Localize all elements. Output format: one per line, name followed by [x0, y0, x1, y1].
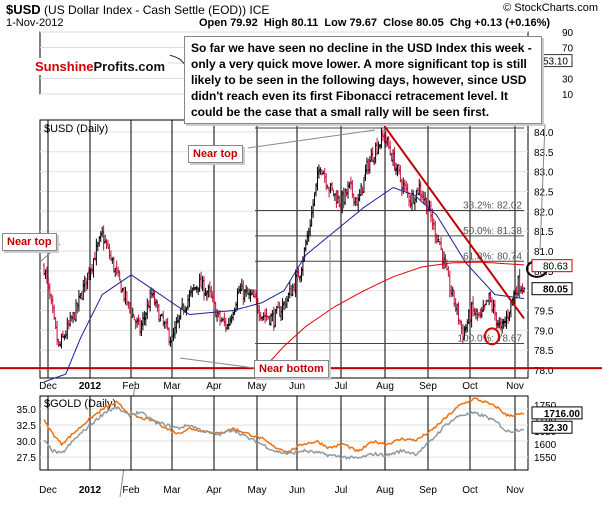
source-credit: © StockCharts.com — [503, 2, 598, 14]
rsi-tick-label: 70 — [562, 44, 574, 55]
price-tick-label: 81.0 — [534, 247, 554, 258]
ma200-line — [261, 261, 525, 371]
gold-month-label: May — [248, 485, 267, 496]
ohlc-readout: Open 79.92 High 80.11 Low 79.67 Close 80… — [199, 17, 551, 29]
price-tick-label: 78.5 — [534, 346, 554, 357]
rsi-tick-label: 90 — [562, 28, 574, 39]
gold-month-label: Sep — [419, 485, 437, 496]
gold-month-label: 2012 — [79, 485, 102, 496]
gold-right-tick-label: 1700 — [534, 414, 557, 425]
price-tag-box — [531, 259, 573, 273]
price-tag: 80.05 — [543, 285, 568, 296]
main-panel-title: $USD (Daily) — [44, 123, 108, 135]
annotation-pointer — [539, 123, 546, 251]
gold-left-tick-label: 35.0 — [17, 405, 37, 416]
price-tick-label: 81.5 — [534, 227, 554, 238]
gold-month-label: Jul — [335, 485, 348, 496]
silver-value-tag-box — [531, 420, 573, 434]
gold-panel-title: $GOLD (Daily) — [44, 398, 116, 410]
rsi-tick-label: 10 — [562, 90, 574, 101]
gold-month-label: Mar — [163, 485, 181, 496]
month-label: Nov — [506, 381, 524, 392]
month-label: Feb — [122, 381, 140, 392]
month-label: Apr — [206, 381, 222, 392]
gold-value-tag-box — [531, 406, 583, 420]
price-tick-label: 82.5 — [534, 187, 554, 198]
price-tag: 80.63 — [543, 262, 568, 273]
price-tick-label: 84.0 — [534, 128, 554, 139]
rsi-tick-label: 30 — [562, 75, 574, 86]
gold-month-label: Dec — [39, 485, 57, 496]
gold-month-label: Aug — [376, 485, 394, 496]
month-label: Aug — [376, 381, 394, 392]
price-tick-label: 79.0 — [534, 326, 554, 337]
gold-month-label: Feb — [122, 485, 140, 496]
gold-left-tick-label: 30.0 — [17, 437, 37, 448]
month-label: Jul — [335, 381, 348, 392]
near-bottom-pointer — [179, 357, 255, 369]
month-label: Sep — [419, 381, 437, 392]
price-tick-label: 82.0 — [534, 207, 554, 218]
gold-month-label: Apr — [206, 485, 222, 496]
gold-month-label: Jun — [289, 485, 305, 496]
gold-left-tick-label: 32.5 — [17, 421, 37, 432]
price-tick-label: 78.0 — [534, 366, 554, 377]
gold-left-tick-label: 27.5 — [17, 453, 37, 464]
price-tick-label: 83.0 — [534, 168, 554, 179]
gold-panel-frame — [39, 395, 529, 471]
chart-title: $USD (US Dollar Index - Cash Settle (EOD… — [6, 2, 270, 17]
gold-series-line — [43, 397, 525, 453]
month-label: 2012 — [79, 381, 102, 392]
gold-month-label: Nov — [506, 485, 524, 496]
gold-right-tick-label: 1550 — [534, 453, 557, 464]
main-panel-frame — [39, 119, 529, 379]
analysis-annotation: So far we have seen no decline in the US… — [184, 36, 542, 124]
price-bars — [42, 127, 526, 349]
near-top-pointer — [247, 129, 376, 149]
fib-level-label: 61.8%: 80.74 — [463, 251, 522, 262]
silver-series-line — [43, 405, 525, 460]
fib-level-label: 50.0%: 81.38 — [463, 226, 522, 237]
near-top-left-pointer — [39, 243, 61, 263]
silver-value-tag: 32.30 — [543, 423, 568, 434]
price-tick-label: 79.5 — [534, 307, 554, 318]
bottom-highlight-ellipse — [484, 327, 500, 346]
fib-level-label: 38.2%: 82.02 — [463, 200, 522, 211]
near-bottom-label: Near bottom — [254, 360, 329, 378]
chart-date: 1-Nov-2012 — [6, 17, 64, 29]
gold-value-tag: 1716.00 — [544, 409, 581, 420]
fib-level-label: 100.0%: 78.67 — [458, 333, 523, 344]
gold-right-tick-label: 1600 — [534, 440, 557, 451]
month-label: Mar — [163, 381, 181, 392]
rsi-value-tag: 53.10 — [543, 57, 568, 68]
gold-month-label: Oct — [462, 485, 478, 496]
near-top-label-left: Near top — [2, 233, 57, 251]
month-label: Dec — [39, 381, 57, 392]
sunshine-profits-logo: SunshineProfits.com — [33, 58, 168, 75]
downtrend-line — [383, 125, 525, 320]
month-label: Jun — [289, 381, 305, 392]
ma50-line — [43, 186, 525, 383]
price-tag-box — [531, 282, 573, 296]
month-label: Oct — [462, 381, 478, 392]
price-tick-label: 80.5 — [534, 267, 554, 278]
month-label: May — [248, 381, 267, 392]
near-top-label-mid: Near top — [188, 145, 243, 163]
